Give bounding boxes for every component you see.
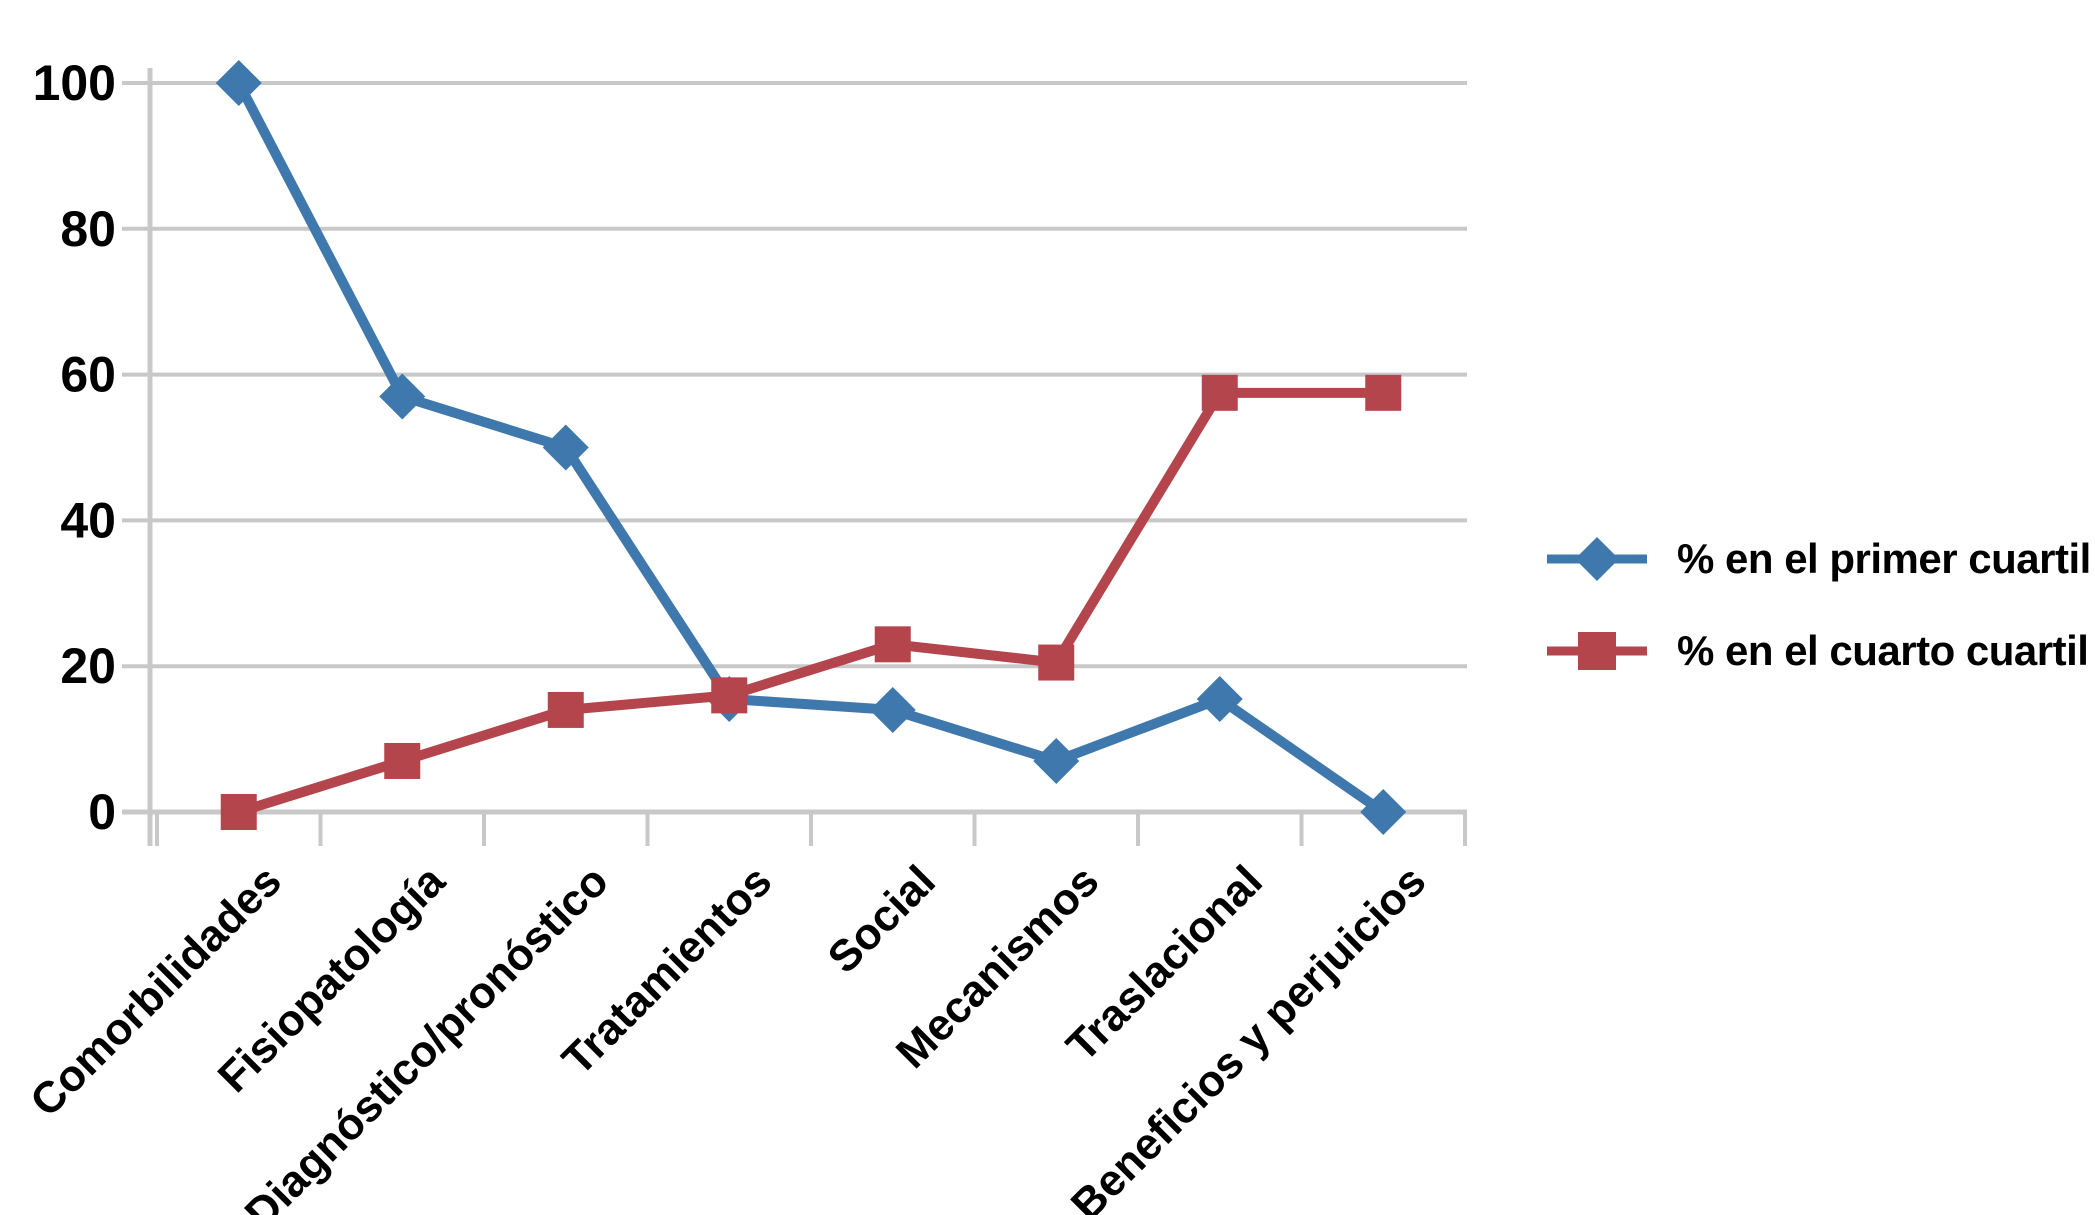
data-point-marker: [379, 373, 426, 420]
y-tick-label: 40: [60, 492, 116, 548]
data-point-marker: [1196, 676, 1243, 723]
y-tick-label: 60: [60, 347, 116, 403]
y-tick-label: 80: [60, 201, 116, 257]
data-point-marker: [215, 60, 262, 106]
legend-marker-diamond-icon: [1547, 537, 1647, 581]
legend-marker-square-icon: [1547, 632, 1647, 670]
data-point-marker: [1365, 374, 1402, 411]
legend-item-cuarto-cuartil: % en el cuarto cuartil: [1545, 627, 2091, 675]
y-tick-label: 20: [60, 638, 116, 694]
data-point-marker: [1038, 644, 1075, 681]
legend: % en el primer cuartil % en el cuarto cu…: [1545, 535, 2091, 675]
legend-label-cuarto-cuartil: % en el cuarto cuartil: [1677, 627, 2089, 674]
data-point-marker: [220, 794, 257, 830]
legend-label-primer-cuartil: % en el primer cuartil: [1677, 535, 2091, 582]
data-point-marker: [1201, 374, 1238, 411]
data-point-marker: [547, 691, 584, 728]
data-point-marker: [1360, 789, 1407, 835]
data-point-marker: [1033, 737, 1080, 784]
series-line-0: [234, 80, 1387, 817]
series-line-1: [237, 387, 1384, 817]
legend-item-primer-cuartil: % en el primer cuartil: [1545, 535, 2091, 583]
data-point-marker: [384, 742, 421, 779]
y-tick-label: 100: [33, 55, 116, 111]
data-point-marker: [874, 626, 911, 663]
y-tick-label: 0: [88, 784, 116, 840]
data-point-marker: [711, 677, 748, 714]
x-category-label: Social: [819, 856, 945, 982]
data-point-marker: [869, 686, 916, 733]
data-point-marker: [542, 424, 589, 471]
